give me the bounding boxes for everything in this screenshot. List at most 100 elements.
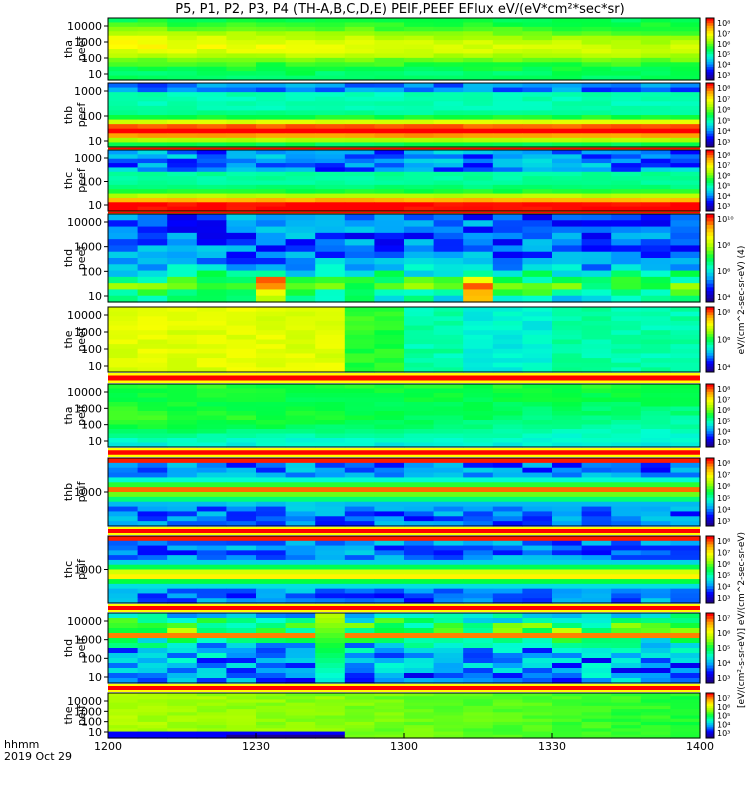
thePeef-cell — [256, 344, 287, 350]
thaPeif-cell — [167, 438, 198, 444]
thcPeif-cell — [285, 588, 316, 595]
thePeif-cell — [108, 725, 139, 729]
thcPeef-cell — [285, 154, 316, 160]
thePeef-cell — [670, 330, 701, 336]
thaPeif-cell — [611, 429, 642, 435]
thaPeif-cell — [196, 384, 227, 390]
thbPeef-cell — [581, 133, 612, 139]
thaPeef-cell — [404, 18, 435, 24]
thcPeif-cell — [463, 540, 494, 547]
thcPeef-cell — [285, 158, 316, 164]
thdPeif-cell — [433, 638, 464, 644]
thaPeif-cell — [552, 433, 583, 439]
thePeef-cell — [344, 334, 375, 341]
thePeif-cell — [670, 693, 701, 697]
thcPeif-cell — [167, 598, 198, 604]
thaPeef-cell — [315, 66, 346, 72]
thePeif-cell — [315, 712, 346, 717]
thaPeef-cell — [137, 35, 168, 41]
thbPeef-cell — [611, 92, 642, 98]
thbPeif-cell — [581, 462, 612, 469]
thaPeef-colorbar-segment — [706, 38, 714, 42]
thaPeif-cell — [522, 393, 553, 399]
thdPeif-cell — [670, 648, 701, 654]
thdPeif-cell — [433, 643, 464, 649]
thcPeef-cell — [374, 193, 405, 199]
thaPeif-cell — [670, 406, 701, 412]
thdPeef-cell — [108, 264, 139, 272]
thaPeif-cell — [640, 438, 671, 444]
thdPeef-cell — [226, 239, 257, 247]
thaPeif-cell — [463, 384, 494, 390]
thbPeif-cell — [433, 458, 464, 464]
thbPeef-cell — [581, 128, 612, 134]
thcPeef-cell — [522, 206, 553, 212]
thcPeif-cell — [167, 593, 198, 599]
thbPeef-colorbar-tick: 10⁵ — [717, 116, 730, 125]
thePeif-cell — [611, 728, 642, 733]
thaPeif-cell — [404, 420, 435, 426]
thbPeef-cell — [226, 124, 257, 130]
thaPeif-cell — [463, 388, 494, 394]
thbPeif-cell — [640, 472, 671, 479]
thaPeif-cell — [226, 442, 257, 448]
thePeef-cell — [581, 330, 612, 336]
thaPeef-colorbar-segment — [706, 20, 714, 24]
thaPeif-colorbar-segment — [706, 407, 714, 411]
thePeif-cell — [285, 696, 316, 701]
thdPeif-colorbar-segment — [706, 662, 714, 666]
thcPeif-cell — [611, 564, 642, 571]
thaPeef-cell — [226, 40, 257, 46]
thaPeef-cell — [196, 53, 227, 59]
thcPeif-cell — [522, 579, 553, 585]
thaPeef-colorbar-tick: 10⁸ — [717, 19, 730, 28]
thdPeif-cell — [315, 628, 346, 634]
thePeif-cell — [433, 728, 464, 733]
thePeif-cell — [196, 734, 227, 739]
thbPeef-cell — [492, 92, 523, 98]
thbPeef-cell — [167, 119, 198, 125]
thdPeef-cell — [226, 258, 257, 265]
thaPeef-cell — [167, 66, 198, 72]
thePeef-colorbar-segment — [706, 334, 714, 338]
thbPeef-colorbar-segment — [706, 91, 714, 95]
thaPeif-cell — [581, 420, 612, 426]
thcPeef-cell — [492, 154, 523, 160]
thcPeef-cell — [285, 176, 316, 182]
thcPeef-cell — [226, 202, 257, 208]
thcPeif-cell — [404, 536, 435, 542]
thbPeef-cell — [226, 110, 257, 116]
thcPeif-colorbar-tick: 10⁸ — [717, 537, 730, 546]
thbPeef-cell — [492, 142, 523, 148]
thdPeif-cell — [226, 653, 257, 659]
thePeif-cell — [611, 696, 642, 701]
thbPeif-cell — [463, 501, 494, 508]
thaPeif-cell — [581, 393, 612, 399]
thaPeif-cell — [167, 433, 198, 439]
thcPeef-cell — [492, 197, 523, 203]
thcPeef-cell — [492, 167, 523, 173]
thaPeef-cell — [167, 49, 198, 55]
thcPeif-cell — [108, 540, 139, 547]
thbPeif-cell — [492, 501, 523, 508]
thdPeef-cell — [374, 251, 405, 259]
thaPeef-cell — [256, 75, 287, 81]
thePeif-cell — [256, 721, 287, 726]
thcPeef-cell — [374, 154, 405, 160]
thaPeif-cell — [522, 397, 553, 403]
thaPeif-cell — [374, 406, 405, 412]
thdPeif-band-stripe — [108, 606, 700, 610]
thbPeif-ylabel-line1: thb — [62, 483, 75, 501]
thdPeif-cell — [670, 613, 701, 619]
thbPeef-cell — [256, 87, 287, 93]
thePeef-cell — [640, 330, 671, 336]
thcPeef-cell — [640, 184, 671, 190]
thaPeif-cell — [492, 433, 523, 439]
thbPeif-cell — [552, 516, 583, 522]
thdPeif-cell — [611, 673, 642, 679]
x-axis-label-date: 2019 Oct 29 — [4, 750, 72, 763]
thdPeef-ytick-label: 100 — [81, 265, 102, 278]
thdPeif-cell — [463, 673, 494, 679]
thePeif-cell — [522, 728, 553, 733]
